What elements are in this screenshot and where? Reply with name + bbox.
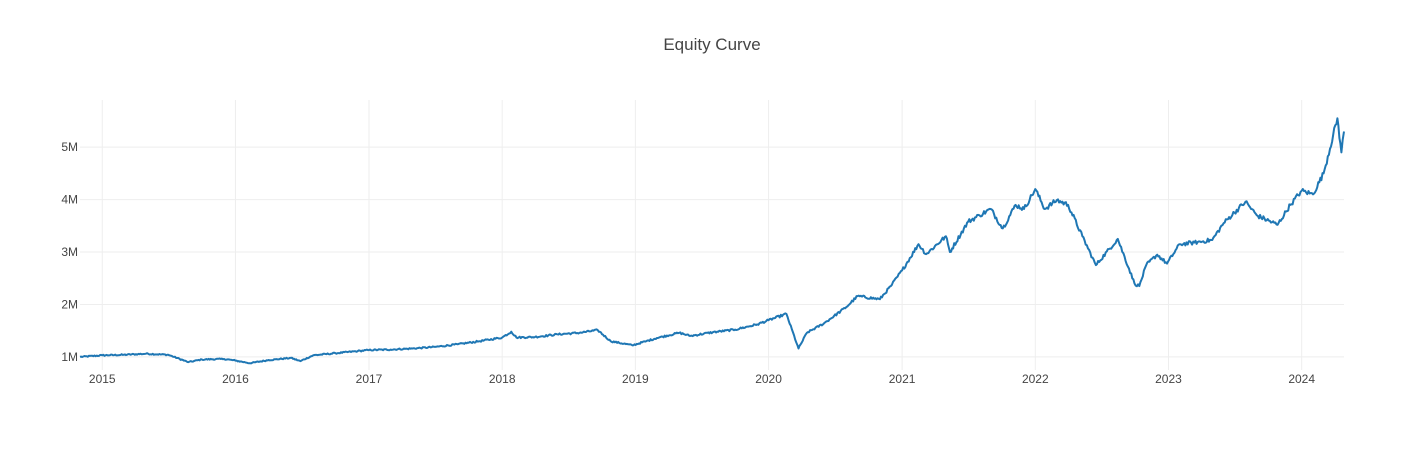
x-axis-ticks: 2015 2016 2017 2018 2019 2020 2021 2022 2023 2024 [89,372,1315,386]
x-tick-label: 2016 [222,372,249,386]
x-tick-label: 2022 [1022,372,1049,386]
x-tick-label: 2015 [89,372,116,386]
y-axis-ticks: 1M 2M 3M 4M 5M [61,140,78,364]
x-tick-label: 2023 [1155,372,1182,386]
series-layer [79,117,1345,365]
y-tick-label: 5M [61,140,78,154]
x-gridlines [101,100,1303,370]
x-tick-label: 2017 [356,372,383,386]
y-tick-label: 4M [61,193,78,207]
chart-title: Equity Curve [663,35,760,54]
x-tick-label: 2020 [755,372,782,386]
x-tick-label: 2019 [622,372,649,386]
x-tick-label: 2018 [489,372,516,386]
x-tick-label: 2024 [1288,372,1315,386]
y-tick-label: 3M [61,245,78,259]
equity-series-line [79,117,1345,365]
y-tick-label: 1M [61,350,78,364]
y-gridlines [80,146,1344,358]
x-tick-label: 2021 [889,372,916,386]
y-tick-label: 2M [61,297,78,311]
